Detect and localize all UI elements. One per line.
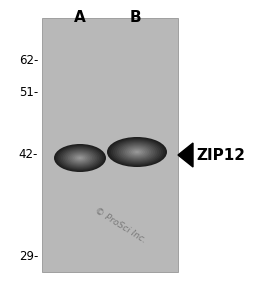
Ellipse shape [66,150,94,166]
Ellipse shape [73,154,87,162]
Ellipse shape [127,147,147,157]
Ellipse shape [125,146,149,158]
Ellipse shape [109,138,165,166]
Text: 51-: 51- [19,85,38,98]
Ellipse shape [107,137,167,167]
Ellipse shape [115,141,159,163]
Ellipse shape [113,140,161,164]
Text: B: B [129,10,141,25]
Ellipse shape [119,143,155,161]
Ellipse shape [63,149,97,167]
Ellipse shape [129,148,145,156]
Ellipse shape [111,139,163,165]
Ellipse shape [71,153,89,163]
Ellipse shape [78,157,82,159]
Text: 29-: 29- [19,250,38,263]
Text: ZIP12: ZIP12 [196,147,245,163]
Ellipse shape [56,145,104,171]
Ellipse shape [117,142,157,162]
Ellipse shape [70,152,90,164]
Ellipse shape [54,144,106,172]
Text: 42-: 42- [19,148,38,162]
Ellipse shape [133,150,141,154]
Ellipse shape [121,144,153,160]
Ellipse shape [131,149,143,155]
Polygon shape [178,143,193,167]
Ellipse shape [65,150,95,166]
Ellipse shape [123,145,151,159]
Ellipse shape [61,148,99,168]
Ellipse shape [68,151,92,165]
Text: A: A [74,10,86,25]
Bar [42,18,178,272]
Ellipse shape [77,156,83,160]
Ellipse shape [57,146,103,170]
Ellipse shape [135,151,139,153]
Text: 62-: 62- [19,54,38,67]
Ellipse shape [59,147,101,169]
Ellipse shape [75,155,85,161]
Text: © ProSci Inc.: © ProSci Inc. [93,206,147,244]
